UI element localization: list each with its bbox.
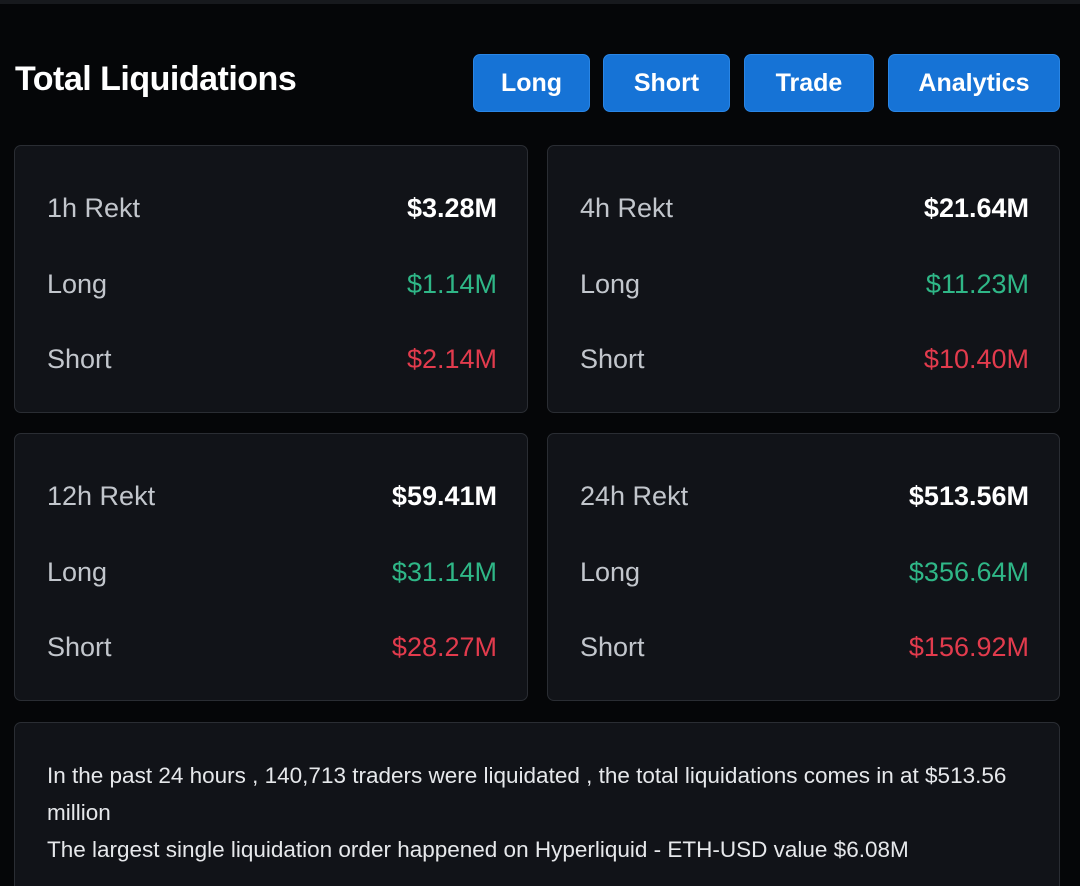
card-long-row: Long $31.14M	[47, 552, 497, 592]
toolbar: Long Short Trade Analytics	[0, 54, 1080, 112]
card-period-label: 1h Rekt	[47, 192, 141, 223]
card-24h-rekt: 24h Rekt $513.56M Long $356.64M Short $1…	[547, 433, 1060, 701]
summary-text-line2: The largest single liquidation order hap…	[47, 837, 909, 862]
short-button[interactable]: Short	[603, 54, 730, 112]
card-total-row: 12h Rekt $59.41M	[47, 476, 497, 516]
top-divider	[0, 0, 1080, 4]
trade-button[interactable]: Trade	[744, 54, 874, 112]
card-long-value: $356.64M	[908, 556, 1029, 587]
card-long-label: Long	[580, 268, 641, 299]
card-long-row: Long $11.23M	[580, 264, 1029, 304]
card-long-value: $1.14M	[406, 268, 497, 299]
card-total-value: $513.56M	[908, 480, 1029, 511]
card-short-row: Short $28.27M	[47, 627, 497, 667]
card-1h-rekt: 1h Rekt $3.28M Long $1.14M Short $2.14M	[14, 145, 528, 413]
card-total-value: $21.64M	[923, 192, 1029, 223]
card-short-label: Short	[47, 343, 112, 374]
card-total-row: 24h Rekt $513.56M	[580, 476, 1029, 516]
card-long-value: $31.14M	[391, 556, 497, 587]
analytics-button[interactable]: Analytics	[888, 54, 1060, 112]
card-long-value: $11.23M	[925, 268, 1029, 299]
card-short-row: Short $156.92M	[580, 627, 1029, 667]
card-short-label: Short	[580, 343, 645, 374]
card-period-label: 12h Rekt	[47, 480, 156, 511]
card-short-value: $10.40M	[923, 343, 1029, 374]
card-period-label: 4h Rekt	[580, 192, 674, 223]
card-short-value: $2.14M	[406, 343, 497, 374]
card-short-value: $156.92M	[908, 631, 1029, 662]
card-12h-rekt: 12h Rekt $59.41M Long $31.14M Short $28.…	[14, 433, 528, 701]
card-long-row: Long $356.64M	[580, 552, 1029, 592]
card-period-label: 24h Rekt	[580, 480, 689, 511]
card-total-value: $59.41M	[391, 480, 497, 511]
card-total-row: 1h Rekt $3.28M	[47, 188, 497, 228]
card-4h-rekt: 4h Rekt $21.64M Long $11.23M Short $10.4…	[547, 145, 1060, 413]
card-total-row: 4h Rekt $21.64M	[580, 188, 1029, 228]
summary-text-line1: In the past 24 hours , 140,713 traders w…	[47, 763, 1007, 825]
card-long-label: Long	[47, 556, 108, 587]
card-short-label: Short	[580, 631, 645, 662]
card-total-value: $3.28M	[406, 192, 497, 223]
card-short-label: Short	[47, 631, 112, 662]
page-title: Total Liquidations	[15, 60, 297, 98]
card-short-row: Short $10.40M	[580, 339, 1029, 379]
card-long-label: Long	[47, 268, 108, 299]
long-button[interactable]: Long	[473, 54, 590, 112]
card-long-row: Long $1.14M	[47, 264, 497, 304]
card-short-value: $28.27M	[391, 631, 497, 662]
card-long-label: Long	[580, 556, 641, 587]
card-short-row: Short $2.14M	[47, 339, 497, 379]
summary-panel: In the past 24 hours , 140,713 traders w…	[14, 722, 1060, 886]
